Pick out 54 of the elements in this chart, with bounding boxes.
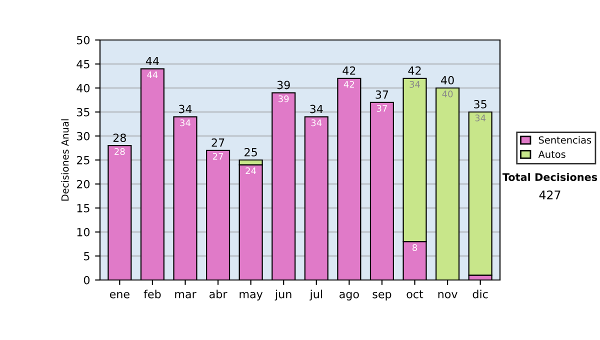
y-axis-title: Decisiones Anual [61,119,69,201]
x-tick-label: oct [406,290,424,298]
y-tick-label: 45 [76,60,90,68]
total-label: 34 [179,104,192,114]
data-label: 44 [147,71,158,78]
total-label: 35 [474,100,486,108]
x-tick-label: sep [372,292,392,300]
y-tick-label: 30 [76,132,90,140]
y-tick-label: 25 [76,156,90,164]
x-tick-label: jul [310,290,322,300]
data-label: 39 [278,95,289,102]
data-label: 40 [442,90,453,98]
y-tick-label: 40 [76,84,90,92]
y-tick-label: 15 [77,204,90,212]
total-label: 44 [146,56,159,66]
x-tick-label: abr [209,290,228,298]
x-tick-label: dic [472,290,488,298]
total-label: 28 [113,134,126,142]
x-tick-label: nov [438,292,458,298]
x-tick-label: jun [274,290,292,300]
y-tick-label: 10 [77,228,90,236]
text: 427 [539,190,560,200]
y-tick-label: 35 [76,108,90,116]
x-tick-label: feb [144,290,161,298]
total-label: 27 [212,138,224,147]
legend-label: Sentencias [538,136,592,144]
total-label: 40 [441,76,454,84]
total-label: 37 [376,90,388,99]
y-tick-label: 5 [84,252,90,260]
legend-label: Autos [538,150,566,158]
x-tick-label: ene [110,292,130,298]
data-label: 34 [475,114,486,122]
data-label: 28 [114,148,125,155]
data-label: 34 [311,119,322,126]
data-label: 24 [246,167,256,174]
y-tick-label: 20 [76,180,90,188]
x-tick-label: ago [340,292,359,300]
total-label: 42 [408,66,421,75]
total-label: 42 [342,66,356,75]
total-label: 25 [244,148,257,156]
text: Total Decisiones [502,172,598,182]
data-label: 8 [412,244,418,251]
data-label: 34 [180,119,190,126]
total-label: 39 [277,80,290,90]
bar [468,111,492,276]
data-label: 42 [344,80,354,88]
data-label: 37 [376,104,387,112]
total-label: 34 [310,104,323,114]
y-tick-label: 0 [84,276,90,284]
y-tick-label: 50 [76,36,90,44]
data-label: 27 [212,152,224,160]
x-tick-label: may [240,292,263,300]
data-label: 34 [410,80,420,88]
x-tick-label: mar [175,292,196,298]
